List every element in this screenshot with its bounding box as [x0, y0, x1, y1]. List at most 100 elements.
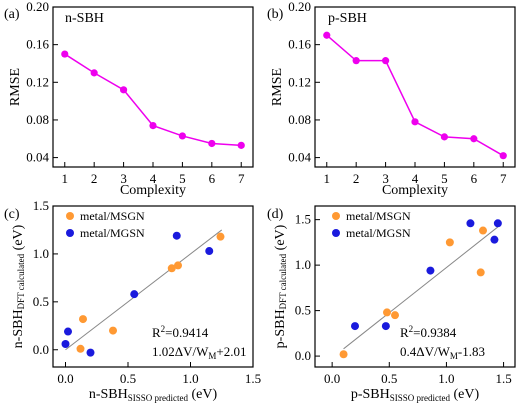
- panel-c-r2-sup: 2: [161, 324, 166, 334]
- panel-c-point-mgsn-3: [130, 290, 139, 299]
- panel-a-x-tick-label-4: 5: [179, 171, 186, 186]
- panel-a-x-tick-label-0: 1: [62, 171, 69, 186]
- panel-b-y-tick-label-1: 0.08: [288, 112, 311, 127]
- panel-a-point-4: [178, 132, 187, 140]
- panel-d-legend-marker-msgn: [332, 212, 340, 220]
- panel-d-point-msgn-0: [339, 350, 348, 359]
- panel-b-x-tick-label-2: 3: [382, 171, 389, 186]
- panel-d-point-msgn-1: [383, 308, 391, 317]
- panel-b-y-tick-label-3: 0.16: [288, 37, 311, 52]
- panel-c-point-mgsn-2: [86, 348, 95, 357]
- panel-d-scatter-chart: (d) p-SBHDFT calculated (eV) p-SBHSISSO …: [267, 205, 516, 403]
- panel-a-x-axis-label: Complexity: [120, 183, 186, 198]
- panel-a-y-ticks: 0.04 0.08 0.12 0.16 0.20: [26, 0, 58, 165]
- panel-c-r2-value: =0.9414: [165, 325, 209, 340]
- panel-b-y-tick-label-0: 0.04: [288, 150, 311, 165]
- panel-a-y-tick-label-1: 0.08: [26, 112, 49, 127]
- panel-b-label: (b): [267, 7, 284, 22]
- panel-a-data: [61, 50, 245, 149]
- panel-c-x-tick-label-1: 0.5: [120, 371, 136, 386]
- panel-a-point-1: [90, 69, 98, 77]
- panel-d-y-tick-label-1: 0.5: [295, 303, 311, 318]
- panel-c-x-tick-label-3: 1.5: [245, 371, 261, 386]
- panel-b-x-tick-label-0: 1: [324, 171, 331, 186]
- panel-d-y-label-sub: DFT calculated: [278, 253, 288, 309]
- panel-c-x-axis-label: n-SBHSISSO predicted (eV): [89, 387, 218, 403]
- panel-a-y-tick-label-0: 0.04: [26, 150, 49, 165]
- panel-d-x-ticks: 0.0 0.5 1.0 1.5: [324, 362, 512, 386]
- panel-c-y-label-main: n-SBH: [11, 309, 26, 348]
- panel-b-point-4: [440, 133, 449, 141]
- panel-a-point-2: [119, 86, 128, 94]
- panel-b-point-6: [499, 152, 507, 160]
- panel-b-plot-frame: [314, 6, 516, 168]
- panel-d-x-tick-label-3: 1.5: [495, 371, 511, 386]
- panel-d-legend-marker-mgsn: [332, 229, 340, 237]
- panel-c-plot-frame: [52, 205, 254, 368]
- panel-b-y-axis-label: RMSE: [270, 68, 285, 106]
- panel-d-x-label-sub: SISSO predicted: [390, 393, 451, 403]
- panel-a-y-tick-label-4: 0.20: [26, 0, 49, 14]
- panel-c-point-mgsn-0: [61, 340, 70, 348]
- panel-b-point-5: [470, 135, 478, 143]
- panel-a-plot-frame: [52, 6, 254, 168]
- panel-c-point-msgn-1: [79, 315, 87, 324]
- panel-d-formula-annotation: 0.4ΔV/WM-1.83: [400, 344, 485, 361]
- panel-d-y-label-main: p-SBH: [273, 309, 288, 348]
- panel-c-y-tick-label-2: 1.0: [33, 246, 49, 261]
- panel-b-x-ticks: 1 2 3 4 5 6 7: [324, 162, 507, 186]
- panel-c-point-mgsn-1: [64, 327, 72, 336]
- panel-d-x-tick-label-2: 1.0: [438, 371, 454, 386]
- panel-c-formula-annotation: 1.02ΔV/WM+2.01: [152, 344, 247, 361]
- panel-d-regression-line: [343, 226, 499, 350]
- panel-d-legend-label-mgsn: metal/MGSN: [346, 226, 411, 240]
- panel-a-x-tick-label-6: 7: [238, 171, 245, 186]
- panel-d-point-mgsn-4: [490, 235, 499, 244]
- panel-c-formula-rest: +2.01: [216, 344, 246, 359]
- panel-a-x-tick-label-5: 6: [209, 171, 216, 186]
- panel-d-point-mgsn-1: [381, 322, 390, 331]
- panel-c-legend-marker-msgn: [66, 212, 74, 220]
- panel-c-scatter-chart: (c) n-SBHDFT calculated (eV) n-SBHSISSO …: [4, 198, 261, 403]
- panel-c-x-tick-label-0: 0.0: [57, 371, 73, 386]
- panel-c-data: [61, 231, 225, 357]
- panel-d-y-tick-label-2: 1.0: [295, 257, 311, 272]
- panel-b-x-tick-label-1: 2: [353, 171, 360, 186]
- panel-d-legend: metal/MSGN metal/MGSN: [332, 209, 411, 240]
- panel-c-point-msgn-5: [216, 232, 225, 241]
- panel-c-label: (c): [4, 207, 20, 222]
- panel-c-x-ticks: 0.0 0.5 1.0 1.5: [57, 362, 261, 386]
- panel-d-r2-value: =0.9384: [413, 325, 457, 340]
- panel-d-point-mgsn-2: [426, 266, 435, 275]
- panel-b-title: p-SBH: [328, 11, 367, 26]
- panel-d-point-mgsn-5: [493, 219, 502, 228]
- panel-a-x-ticks: 1 2 3 4 5 6 7: [62, 162, 245, 186]
- panel-a-rmse-line: [64, 53, 242, 147]
- panel-d-fit-line: [343, 226, 499, 350]
- panel-b-data: [323, 31, 507, 160]
- panel-d-y-ticks: 0.0 0.5 1.0 1.5: [295, 212, 320, 363]
- panel-d-y-label-unit: (eV): [273, 224, 288, 253]
- panel-c-legend: metal/MSGN metal/MGSN: [66, 209, 145, 240]
- panel-c-x-label-sub: SISSO predicted: [128, 393, 189, 403]
- panel-d-point-msgn-4: [476, 268, 485, 277]
- panel-c-x-label-unit: (eV): [188, 387, 217, 402]
- panel-c-y-label-unit: (eV): [11, 224, 26, 253]
- panel-d-x-label-unit: (eV): [450, 387, 479, 402]
- panel-a-point-0: [61, 50, 69, 58]
- panel-c-y-ticks: 0.0 0.5 1.0 1.5: [33, 198, 58, 357]
- panel-b-x-tick-label-6: 7: [500, 171, 507, 186]
- panel-d-y-tick-label-3: 1.5: [295, 212, 311, 227]
- panel-a-point-3: [149, 121, 157, 130]
- panel-c-y-tick-label-0: 0.0: [33, 342, 49, 357]
- panel-b-point-2: [381, 57, 390, 65]
- panel-c-formula-sub: M: [208, 351, 216, 361]
- panel-c-x-tick-label-2: 1.0: [182, 371, 198, 386]
- panel-c-y-tick-label-3: 1.5: [33, 198, 49, 213]
- panel-d-data: [339, 219, 502, 359]
- panel-d-r2-annotation: R2=0.9384: [400, 324, 457, 340]
- panel-c-legend-label-mgsn: metal/MGSN: [80, 226, 145, 240]
